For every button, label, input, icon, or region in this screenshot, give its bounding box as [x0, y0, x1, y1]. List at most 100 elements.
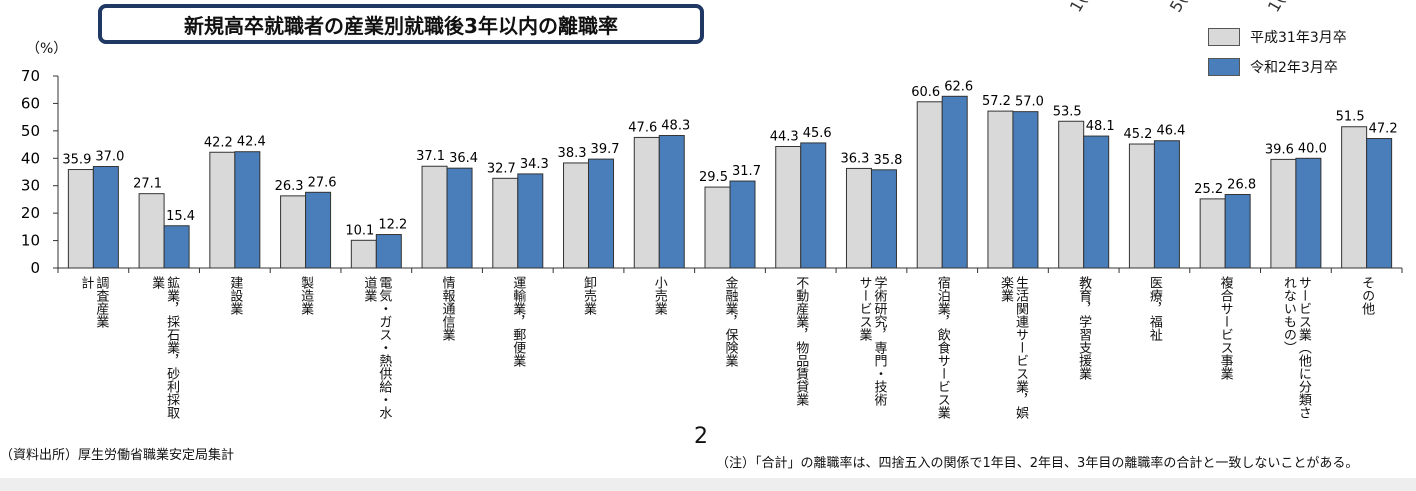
bar-series-2 [92, 166, 119, 269]
data-label-series-1: 45.2 [1123, 127, 1152, 142]
y-tick-label: 0 [30, 259, 40, 277]
y-tick-label: 20 [21, 204, 40, 222]
data-label-series-1: 10.1 [345, 223, 374, 238]
x-category-label: その他 [1359, 276, 1375, 315]
data-label-series-2: 57.0 [1015, 95, 1044, 110]
y-tick-label: 60 [21, 94, 40, 112]
x-category-label: 建設業 [227, 276, 243, 315]
data-label-series-2: 46.4 [1156, 124, 1185, 139]
data-label-series-1: 35.9 [62, 153, 91, 168]
x-category-label: 不動産業，物品賃貸業 [793, 276, 809, 406]
bar-series-1 [67, 169, 94, 269]
data-label-series-2: 12.2 [378, 218, 407, 233]
data-label-series-1: 39.6 [1265, 142, 1294, 157]
bar-series-1 [1341, 126, 1368, 269]
bar-series-1 [1199, 198, 1226, 269]
data-label-series-2: 40.0 [1298, 141, 1327, 156]
data-label-series-2: 27.6 [308, 175, 337, 190]
bar-series-2 [800, 142, 827, 269]
bar-series-2 [517, 173, 544, 269]
legend-item-series-1: 平成31年3月卒 [1208, 26, 1347, 48]
bar-series-1 [563, 162, 590, 269]
bar-series-2 [1224, 193, 1251, 269]
bar-series-2 [375, 234, 402, 269]
data-label-series-2: 39.7 [591, 142, 620, 157]
bar-series-1 [280, 195, 307, 269]
data-label-series-2: 48.1 [1086, 119, 1115, 134]
data-label-series-2: 62.6 [944, 79, 973, 94]
data-label-series-2: 35.8 [873, 153, 902, 168]
bar-series-1 [633, 136, 660, 269]
y-axis-unit: （%） [26, 41, 68, 57]
data-label-series-2: 42.4 [237, 135, 266, 150]
bar-series-2 [1153, 140, 1180, 269]
data-label-series-2: 34.3 [520, 157, 549, 172]
x-category-label: 卸売業 [581, 276, 597, 315]
bar-series-2 [588, 158, 615, 269]
bar-series-2 [305, 191, 332, 269]
data-label-series-1: 37.1 [416, 149, 445, 164]
bar-series-2 [446, 167, 473, 269]
data-label-series-1: 38.3 [558, 146, 587, 161]
x-category-label: 調査産業 計 [78, 276, 109, 328]
bottom-bar [0, 478, 1416, 491]
chart-legend: 平成31年3月卒 令和2年3月卒 [1208, 26, 1347, 86]
x-category-label: 鉱業，採石業，砂利採取 業 [149, 276, 180, 419]
bar-series-1 [1270, 158, 1297, 269]
data-label-series-1: 57.2 [982, 94, 1011, 109]
bar-series-1 [492, 177, 519, 269]
data-label-series-2: 26.8 [1227, 177, 1256, 192]
data-label-series-1: 32.7 [487, 161, 516, 176]
bar-series-2 [1012, 111, 1039, 269]
bar-series-2 [729, 180, 756, 269]
bar-series-1 [1128, 143, 1155, 269]
x-category-label: 生活関連サービス業，娯 楽業 [997, 276, 1028, 419]
legend-label-series-1: 平成31年3月卒 [1250, 30, 1347, 46]
bar-series-1 [421, 165, 448, 269]
bar-series-1 [704, 186, 731, 269]
footnote: （注）「合計」の離職率は、四捨五入の関係で1年目、2年目、3年目の離職率の合計と… [716, 456, 1359, 471]
bar-series-1 [775, 145, 802, 269]
legend-item-series-2: 令和2年3月卒 [1208, 56, 1347, 78]
bar-series-2 [163, 225, 190, 269]
legend-label-series-2: 令和2年3月卒 [1250, 60, 1338, 76]
x-category-label: 学術研究，専門・技術 サービス業 [856, 276, 887, 406]
data-label-series-2: 45.6 [803, 126, 832, 141]
x-category-label: 教育，学習支援業 [1076, 276, 1092, 380]
data-label-series-2: 37.0 [95, 150, 124, 165]
data-label-series-1: 60.6 [911, 85, 940, 100]
x-category-label: 金融業，保険業 [722, 276, 738, 367]
bar-series-2 [234, 151, 261, 269]
x-category-label: 小売業 [651, 276, 667, 315]
data-label-series-2: 15.4 [166, 209, 195, 224]
bar-series-2 [870, 169, 897, 269]
bar-series-2 [941, 95, 968, 269]
data-label-series-1: 47.6 [628, 120, 657, 135]
bar-series-1 [1058, 120, 1085, 269]
data-label-series-1: 36.3 [840, 151, 869, 166]
bar-series-2 [1366, 138, 1393, 269]
data-label-series-1: 26.3 [275, 179, 304, 194]
data-label-series-2: 31.7 [732, 164, 761, 179]
y-tick-label: 50 [21, 122, 40, 140]
data-label-series-1: 51.5 [1336, 110, 1365, 125]
x-category-label: 製造業 [298, 276, 314, 315]
x-category-label: 運輸業，郵便業 [510, 276, 526, 367]
bar-series-1 [987, 110, 1014, 269]
data-label-series-1: 53.5 [1053, 104, 1082, 119]
source-note: （資料出所）厚生労働省職業安定局集計 [0, 448, 235, 463]
data-label-series-2: 48.3 [661, 119, 690, 134]
x-category-label: 複合サービス事業 [1217, 276, 1233, 380]
y-tick-label: 30 [21, 177, 40, 195]
bar-series-1 [916, 101, 943, 269]
bar-series-1 [350, 239, 377, 269]
data-label-series-1: 29.5 [699, 170, 728, 185]
page-number: 2 [694, 424, 708, 449]
bar-series-2 [1083, 135, 1110, 269]
x-category-label: 宿泊業，飲食サービス業 [934, 276, 950, 419]
bar-series-2 [1295, 157, 1322, 269]
bar-series-1 [209, 151, 236, 269]
y-tick-label: 10 [21, 232, 40, 250]
data-label-series-2: 47.2 [1369, 122, 1398, 137]
